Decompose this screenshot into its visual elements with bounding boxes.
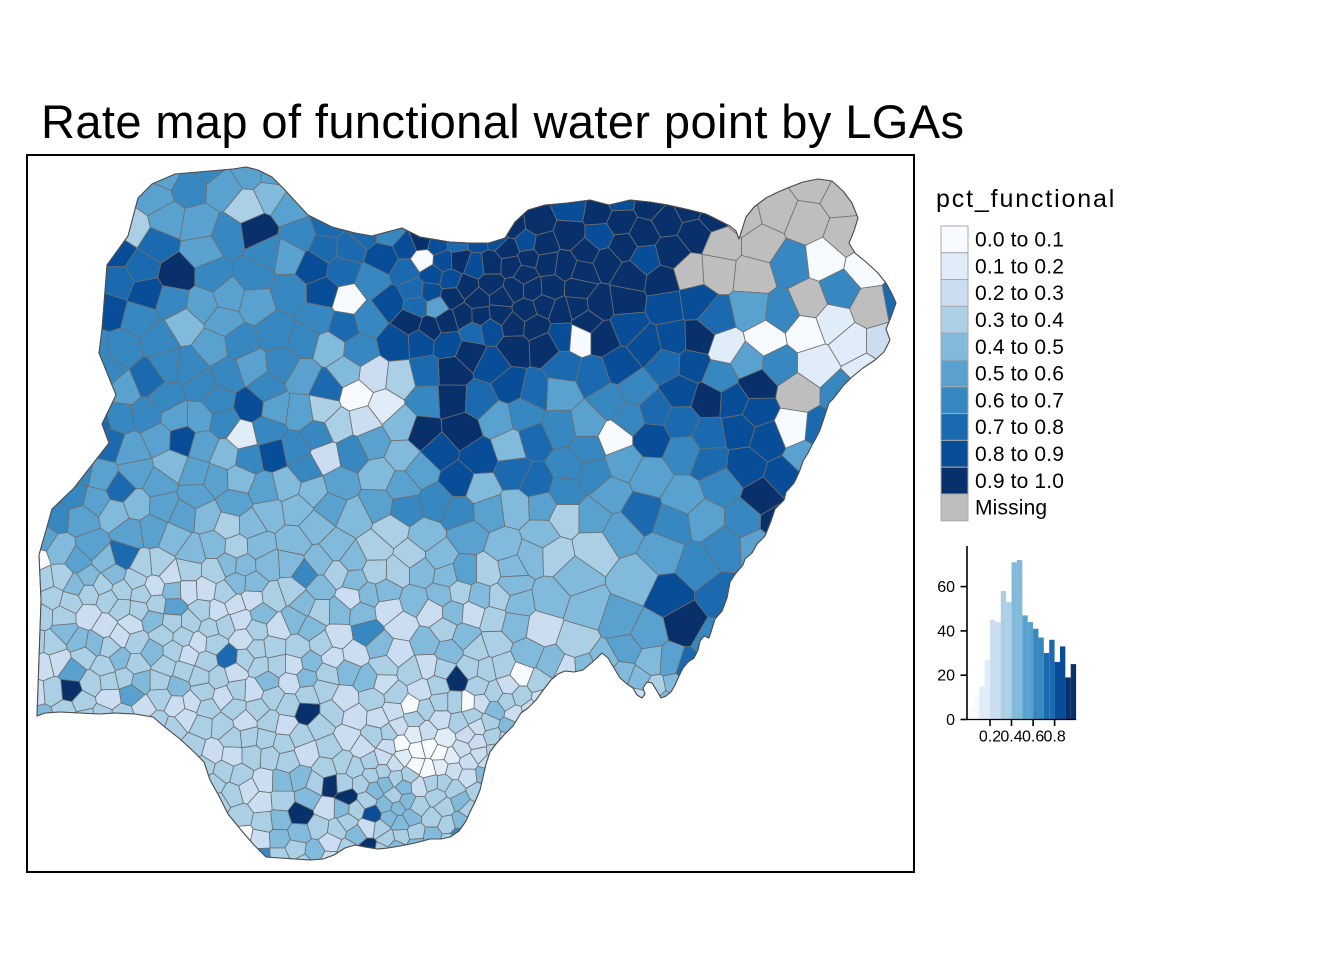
svg-text:0.4: 0.4	[1000, 729, 1022, 746]
svg-text:Rate map of functional water p: Rate map of functional water point by LG…	[41, 95, 964, 148]
svg-text:40: 40	[937, 623, 955, 640]
svg-text:0.9 to 1.0: 0.9 to 1.0	[975, 470, 1064, 493]
svg-text:0.2: 0.2	[979, 729, 1001, 746]
svg-text:0.2 to 0.3: 0.2 to 0.3	[975, 282, 1064, 305]
svg-text:0.0 to 0.1: 0.0 to 0.1	[975, 229, 1064, 252]
svg-text:0: 0	[946, 712, 955, 729]
svg-text:0.1 to 0.2: 0.1 to 0.2	[975, 255, 1064, 278]
svg-text:0.6: 0.6	[1022, 729, 1044, 746]
svg-text:0.7 to 0.8: 0.7 to 0.8	[975, 416, 1064, 439]
svg-text:0.6 to 0.7: 0.6 to 0.7	[975, 389, 1064, 412]
svg-text:0.4 to 0.5: 0.4 to 0.5	[975, 336, 1064, 359]
svg-text:20: 20	[937, 668, 955, 685]
svg-text:pct_functional: pct_functional	[936, 185, 1116, 213]
svg-text:60: 60	[937, 579, 955, 596]
svg-text:0.8 to 0.9: 0.8 to 0.9	[975, 443, 1064, 466]
svg-text:0.5 to 0.6: 0.5 to 0.6	[975, 363, 1064, 386]
svg-text:0.8: 0.8	[1043, 729, 1065, 746]
svg-text:0.3 to 0.4: 0.3 to 0.4	[975, 309, 1064, 332]
svg-text:Missing: Missing	[975, 497, 1047, 520]
